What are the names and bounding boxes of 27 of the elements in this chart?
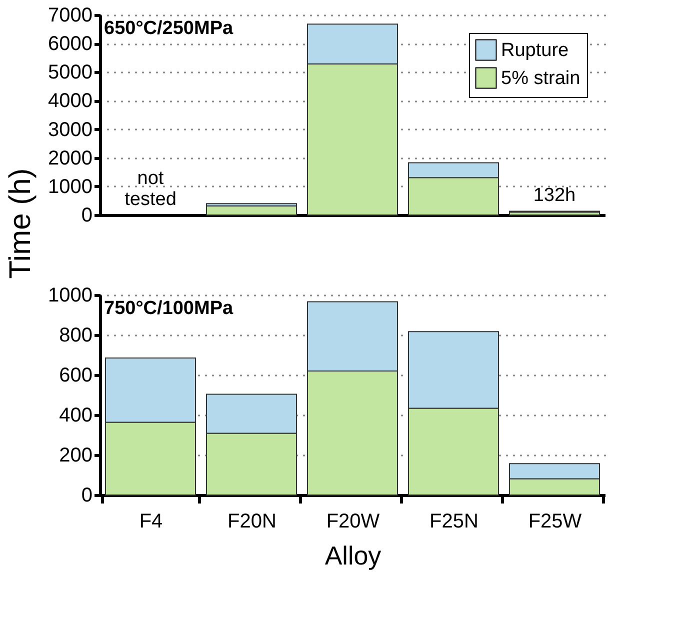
y-tick-label: 1000 bbox=[48, 176, 92, 198]
y-tick-label: 0 bbox=[81, 484, 92, 506]
annotation: 750°C/100MPa bbox=[104, 298, 234, 319]
x-tick-label: F25W bbox=[528, 510, 582, 532]
y-tick-label: 600 bbox=[59, 364, 92, 386]
x-tick-label: F4 bbox=[139, 510, 163, 532]
annotation: not tested bbox=[124, 168, 176, 210]
y-tick-label: 0 bbox=[81, 204, 92, 226]
y-tick-label: 1000 bbox=[48, 284, 92, 306]
x-axis-title: Alloy bbox=[324, 540, 382, 570]
legend-label: Rupture bbox=[501, 40, 569, 61]
y-axis-title: Time (h) bbox=[4, 168, 38, 279]
y-tick-label: 2000 bbox=[48, 147, 92, 170]
y-tick-label: 4000 bbox=[48, 90, 92, 112]
legend-label: 5% strain bbox=[501, 68, 580, 89]
y-tick-label: 3000 bbox=[48, 118, 92, 141]
y-tick-label: 7000 bbox=[48, 4, 92, 26]
y-tick-label: 400 bbox=[59, 404, 92, 426]
x-tick-label: F20N bbox=[228, 510, 276, 532]
y-tick-label: 5000 bbox=[48, 62, 92, 84]
y-tick-label: 200 bbox=[59, 444, 92, 466]
y-tick-label: 6000 bbox=[48, 33, 92, 56]
y-tick-label: 800 bbox=[59, 324, 92, 346]
x-tick-label: F20W bbox=[326, 510, 380, 532]
x-tick-label: F25N bbox=[430, 510, 478, 532]
annotation: 650°C/250MPa bbox=[104, 18, 234, 39]
annotation: 132h bbox=[533, 185, 576, 206]
